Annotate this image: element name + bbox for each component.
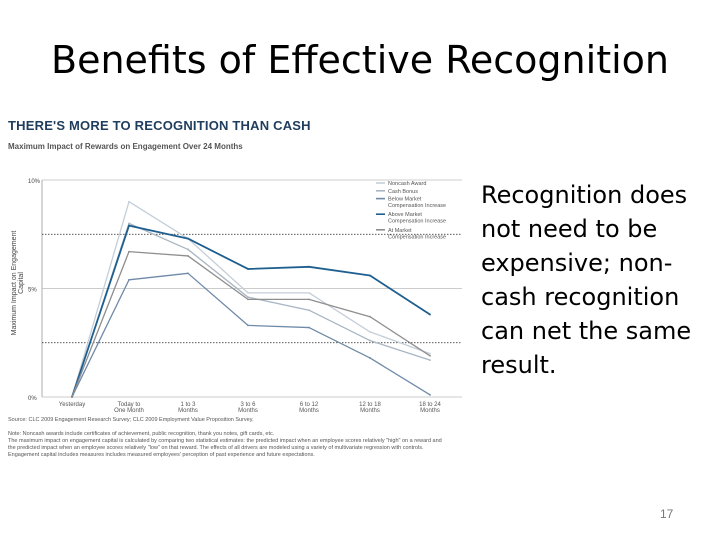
- data-point: [128, 250, 130, 253]
- x-tick-label: Months: [238, 408, 258, 414]
- side-text: Recognition does not need to be expensiv…: [481, 181, 692, 379]
- slide-title: Benefits of Effective Recognition: [51, 38, 669, 82]
- y-tick-label: 10%: [28, 179, 41, 185]
- data-point: [187, 248, 189, 251]
- legend-entry: Above Market: [388, 212, 422, 218]
- x-tick-label: Months: [420, 408, 440, 414]
- x-tick-label: 6 to 12: [300, 402, 319, 408]
- data-point: [369, 339, 371, 342]
- data-point: [369, 357, 371, 359]
- figure-note-1: Note: Noncash awards include certificate…: [8, 431, 275, 437]
- x-tick-label: One Month: [114, 408, 144, 414]
- x-tick-label: 12 to 18: [359, 402, 381, 408]
- figure-note-4: Engagement capital includes measures inc…: [8, 452, 315, 458]
- figure-title: THERE'S MORE TO RECOGNITION THAN CASH: [8, 118, 311, 133]
- legend-entry: Compensation Increase: [388, 219, 446, 225]
- data-point: [429, 352, 431, 355]
- series-line-1: [71, 222, 431, 398]
- data-point: [308, 309, 310, 312]
- x-tick-label: Months: [360, 408, 380, 414]
- data-point: [247, 298, 249, 301]
- legend-entry: At Market: [388, 228, 412, 234]
- data-point: [308, 291, 310, 294]
- data-point: [187, 237, 189, 240]
- legend-entry: Cash Bonus: [388, 189, 418, 195]
- y-tick-label: 5%: [28, 288, 37, 294]
- legend-entry: Compensation Increase: [388, 203, 446, 209]
- data-point: [128, 278, 130, 281]
- data-point: [187, 255, 189, 257]
- x-tick-label: 18 to 24: [419, 402, 441, 408]
- x-tick-label: Yesterday: [59, 402, 85, 408]
- figure-source: Source: CLC 2009 Engagement Research Sur…: [8, 417, 254, 423]
- x-tick-label: Months: [178, 408, 198, 414]
- figure-note-3: the predicted impact when an employee sc…: [8, 445, 424, 451]
- data-point: [128, 222, 130, 225]
- legend-entry: Below Market: [388, 197, 422, 203]
- data-point: [128, 224, 130, 227]
- data-point: [247, 291, 249, 294]
- data-point: [429, 393, 431, 396]
- data-point: [308, 326, 310, 329]
- data-point: [429, 354, 431, 357]
- x-tick-label: Months: [299, 408, 319, 414]
- data-point: [187, 272, 189, 275]
- page-number: 17: [660, 507, 674, 521]
- data-point: [369, 331, 371, 333]
- data-point: [308, 265, 310, 268]
- data-point: [429, 359, 431, 362]
- data-point: [308, 298, 310, 301]
- data-point: [429, 313, 431, 316]
- data-point: [369, 315, 371, 318]
- data-point: [71, 396, 73, 398]
- x-tick-label: Today to: [118, 402, 141, 408]
- series-line-3: [71, 224, 431, 398]
- series-line-2: [71, 272, 431, 398]
- data-point: [369, 274, 371, 277]
- x-tick-label: 1 to 3: [180, 402, 196, 408]
- data-point: [247, 296, 249, 299]
- data-point: [247, 324, 249, 327]
- legend-entry: Compensation Increase: [388, 234, 446, 240]
- legend-entry: Noncash Award: [388, 181, 426, 187]
- data-point: [128, 200, 130, 203]
- y-tick-label: 0%: [28, 396, 37, 402]
- figure-subtitle: Maximum Impact of Rewards on Engagement …: [8, 142, 243, 151]
- series-line-4: [71, 250, 431, 398]
- x-tick-label: 3 to 6: [240, 402, 256, 408]
- data-point: [247, 268, 249, 270]
- figure-note-2: The maximum impact on engagement capital…: [8, 438, 442, 444]
